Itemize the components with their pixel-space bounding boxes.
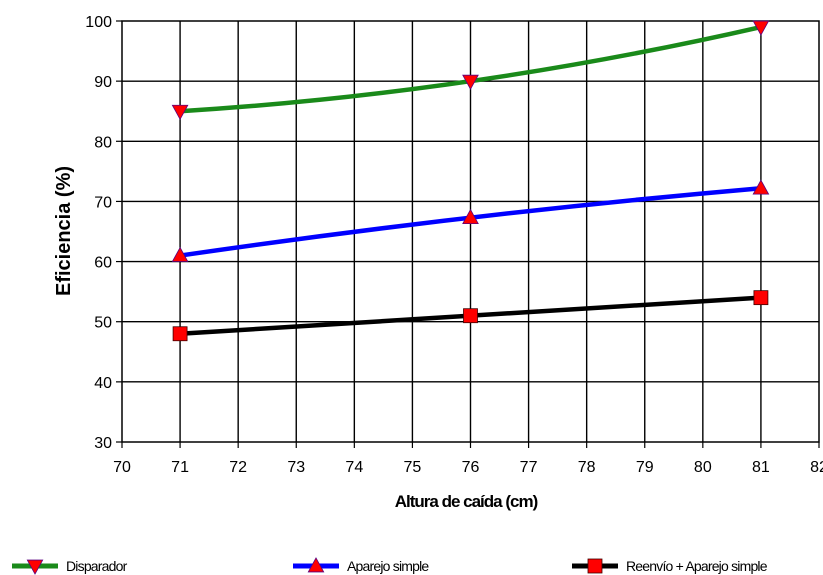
tick-labels: 70 71 72 73 74 75 76 77 78 79 80 81 82 30 40 50 60 70 80 90… (85, 14, 823, 476)
legend-label: Aparejo simple (347, 558, 429, 574)
legend-marker (26, 559, 44, 575)
data-point (172, 326, 188, 342)
x-tick-label: 77 (520, 459, 538, 476)
data-point (171, 104, 189, 121)
series-group (171, 20, 770, 121)
x-tick-label: 76 (462, 459, 480, 476)
legend-item: Reenvío + Aparejo simple (572, 558, 769, 574)
y-tick-label: 60 (94, 255, 112, 272)
x-tick-label: 72 (229, 459, 247, 476)
legend-item: Disparador (12, 558, 128, 575)
data-point (462, 208, 479, 225)
data-point (752, 179, 770, 195)
legend-marker (587, 558, 603, 574)
x-tick-label: 78 (578, 459, 596, 476)
y-tick-label: 40 (94, 375, 112, 392)
x-tick-label: 81 (752, 459, 770, 476)
grid (116, 20, 820, 448)
y-tick-label: 80 (94, 134, 112, 151)
y-axis-title: Eficiencia (%) (53, 166, 75, 296)
data-point (753, 290, 769, 306)
x-tick-label: 74 (345, 459, 363, 476)
series (171, 20, 770, 342)
y-tick-label: 50 (94, 315, 112, 332)
data-point (462, 74, 479, 91)
legend-label: Disparador (66, 558, 128, 574)
y-tick-label: 30 (94, 435, 112, 452)
y-tick-label: 100 (85, 14, 112, 31)
legend-marker (307, 557, 325, 573)
y-tick-label: 70 (94, 194, 112, 211)
y-tick-label: 90 (94, 74, 112, 91)
x-tick-label: 79 (636, 459, 654, 476)
x-tick-label: 73 (287, 459, 305, 476)
series-group (171, 179, 770, 262)
legend-label: Reenvío + Aparejo simple (626, 558, 768, 574)
series-group (172, 290, 769, 342)
x-tick-label: 75 (404, 459, 422, 476)
x-tick-label: 70 (113, 459, 131, 476)
plot-area (121, 20, 820, 443)
data-point (463, 308, 478, 324)
data-point (171, 246, 189, 262)
x-tick-label: 71 (171, 459, 189, 476)
data-point (752, 20, 770, 36)
x-tick-label: 80 (694, 459, 712, 476)
legend-item: Aparejo simple (293, 557, 430, 574)
x-axis-title: Altura de caída (cm) (395, 492, 538, 511)
x-tick-label: 82 (810, 459, 823, 476)
legend: Disparador Aparejo simple Reenvío + Aparej… (12, 557, 769, 575)
